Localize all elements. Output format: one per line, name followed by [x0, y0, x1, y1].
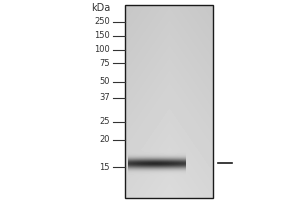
Text: 250: 250 — [94, 18, 110, 26]
Text: kDa: kDa — [91, 3, 110, 13]
Text: 15: 15 — [100, 162, 110, 171]
Text: 100: 100 — [94, 46, 110, 54]
Text: 50: 50 — [100, 77, 110, 86]
Text: 150: 150 — [94, 31, 110, 40]
Text: 37: 37 — [99, 94, 110, 102]
Bar — [125, 5, 213, 198]
Text: 20: 20 — [100, 136, 110, 144]
Text: 75: 75 — [99, 58, 110, 68]
Text: 25: 25 — [100, 117, 110, 127]
